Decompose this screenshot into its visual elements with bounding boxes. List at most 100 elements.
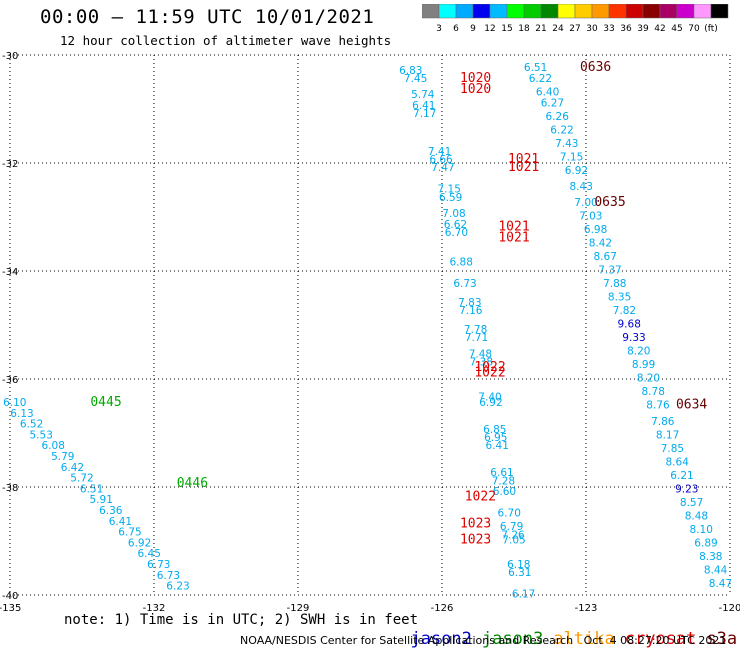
wave-height-label: 6.89	[694, 537, 717, 549]
scale-label: 39	[637, 24, 649, 34]
wave-height-label: 8.10	[690, 524, 713, 536]
wave-height-label: 6.18	[507, 559, 530, 571]
wave-height-label: 7.86	[651, 416, 675, 428]
wave-height-label: 6.51	[524, 62, 547, 74]
wave-height-label: 7.48	[469, 348, 492, 360]
pass-time-label: 1020	[460, 82, 491, 97]
pass-time-label: 1023	[460, 517, 491, 532]
wave-height-label: 8.99	[632, 359, 655, 371]
y-tick-label: -40	[2, 591, 18, 602]
wave-height-label: 6.73	[147, 559, 170, 571]
x-tick-label: -132	[143, 603, 166, 614]
wave-height-label: 6.88	[450, 257, 473, 269]
wave-height-label: 7.26	[501, 529, 525, 541]
scale-label: 12	[484, 24, 495, 34]
wave-height-label: 6.31	[508, 567, 531, 579]
wave-height-label: 7.47	[431, 162, 454, 174]
wave-height-label: 6.83	[399, 65, 422, 77]
pass-time-label: 1020	[460, 71, 491, 86]
wave-height-label: 7.45	[404, 73, 427, 85]
wave-height-label: 7.83	[458, 297, 481, 309]
x-tick-label: -126	[431, 603, 454, 614]
pass-time-label: 0635	[594, 195, 625, 210]
scale-label: 21	[535, 24, 546, 34]
scale-label: 36	[620, 24, 632, 34]
wave-height-label: 8.42	[589, 238, 612, 250]
wave-height-label: 6.73	[453, 278, 476, 290]
pass-time-label: 0636	[580, 60, 611, 75]
wave-height-label: 8.47	[709, 578, 732, 590]
scale-label: 30	[586, 24, 598, 34]
chart-subtitle: 12 hour collection of altimeter wave hei…	[60, 33, 392, 48]
y-tick-label: -32	[2, 159, 18, 170]
scale-label: 6	[453, 24, 459, 34]
wave-height-label: 8.44	[704, 564, 728, 576]
y-tick-label: -34	[2, 267, 18, 278]
pass-time-label: 1021	[508, 160, 539, 175]
wave-height-label: 5.91	[90, 494, 113, 506]
y-tick-label: -36	[2, 375, 18, 386]
wave-height-label: 8.20	[637, 373, 660, 385]
wave-height-label: 6.61	[490, 467, 513, 479]
wave-height-label: 8.20	[627, 346, 650, 358]
wave-height-label: 6.79	[500, 521, 523, 533]
scale-label: 9	[470, 24, 476, 34]
wave-height-label: 7.82	[613, 305, 636, 317]
pass-time-label: 1023	[460, 533, 491, 548]
scale-label: 18	[518, 24, 530, 34]
x-tick-label: -123	[575, 603, 598, 614]
wave-height-label: 6.85	[483, 424, 506, 436]
wave-height-label: 6.22	[529, 73, 552, 85]
pass-time-label: 0634	[676, 398, 707, 413]
wave-height-label: 5.79	[51, 451, 74, 463]
wave-height-label: 7.43	[555, 138, 578, 150]
pass-time-label: 1022	[465, 490, 496, 505]
wave-height-label: 8.67	[594, 251, 617, 263]
legend-jason2: jason2	[410, 629, 472, 649]
wave-height-label: 7.28	[492, 475, 515, 487]
scale-swatch	[710, 4, 729, 19]
wave-height-label: 6.70	[445, 227, 468, 239]
wave-height-label: 7.15	[438, 184, 461, 196]
wave-height-label: 8.48	[685, 510, 708, 522]
y-tick-label: -38	[2, 483, 18, 494]
wave-height-label: 7.40	[478, 392, 501, 404]
y-tick-label: -30	[2, 51, 18, 62]
legend-jason3: jason3	[481, 629, 544, 649]
wave-height-label: 6.75	[118, 527, 141, 539]
wave-height-label: 8.64	[666, 456, 690, 468]
wave-height-label: 6.92	[565, 165, 588, 177]
wave-height-label: 6.66	[429, 154, 453, 166]
scale-label: 15	[501, 24, 512, 34]
wave-height-label: 9.68	[618, 319, 641, 331]
wave-height-label: 8.17	[656, 429, 679, 441]
scale-label: 70	[688, 24, 700, 34]
chart-title: 00:00 — 11:59 UTC 10/01/2021	[40, 6, 375, 28]
wave-height-label: 6.13	[10, 408, 33, 420]
scale-label: 33	[603, 24, 614, 34]
scale-label: (ft)	[704, 24, 718, 34]
wave-height-label: 8.76	[646, 400, 670, 412]
wave-height-label: 7.05	[502, 535, 525, 547]
scale-label: 42	[654, 24, 665, 34]
x-tick-label: -129	[287, 603, 310, 614]
wave-height-label: 6.52	[20, 419, 43, 431]
wave-height-label: 6.17	[512, 589, 535, 601]
scale-label: 45	[671, 24, 682, 34]
legend-altika: altika	[553, 629, 615, 649]
wave-height-label: 9.23	[675, 483, 698, 495]
wave-height-label: 6.41	[486, 440, 509, 452]
scale-label: 3	[436, 24, 442, 34]
wave-height-label: 7.00	[574, 197, 597, 209]
wave-height-label: 6.22	[550, 124, 573, 136]
wave-height-label: 6.41	[412, 100, 435, 112]
wave-height-label: 6.73	[157, 570, 180, 582]
wave-height-label: 6.23	[166, 581, 189, 593]
wave-height-label: 7.03	[579, 211, 602, 223]
wave-height-label: 7.85	[661, 443, 684, 455]
pass-time-label: 1021	[498, 220, 529, 235]
wave-height-label: 9.33	[622, 332, 645, 344]
wave-height-label: 6.92	[479, 397, 502, 409]
wave-height-label: 6.21	[670, 470, 693, 482]
